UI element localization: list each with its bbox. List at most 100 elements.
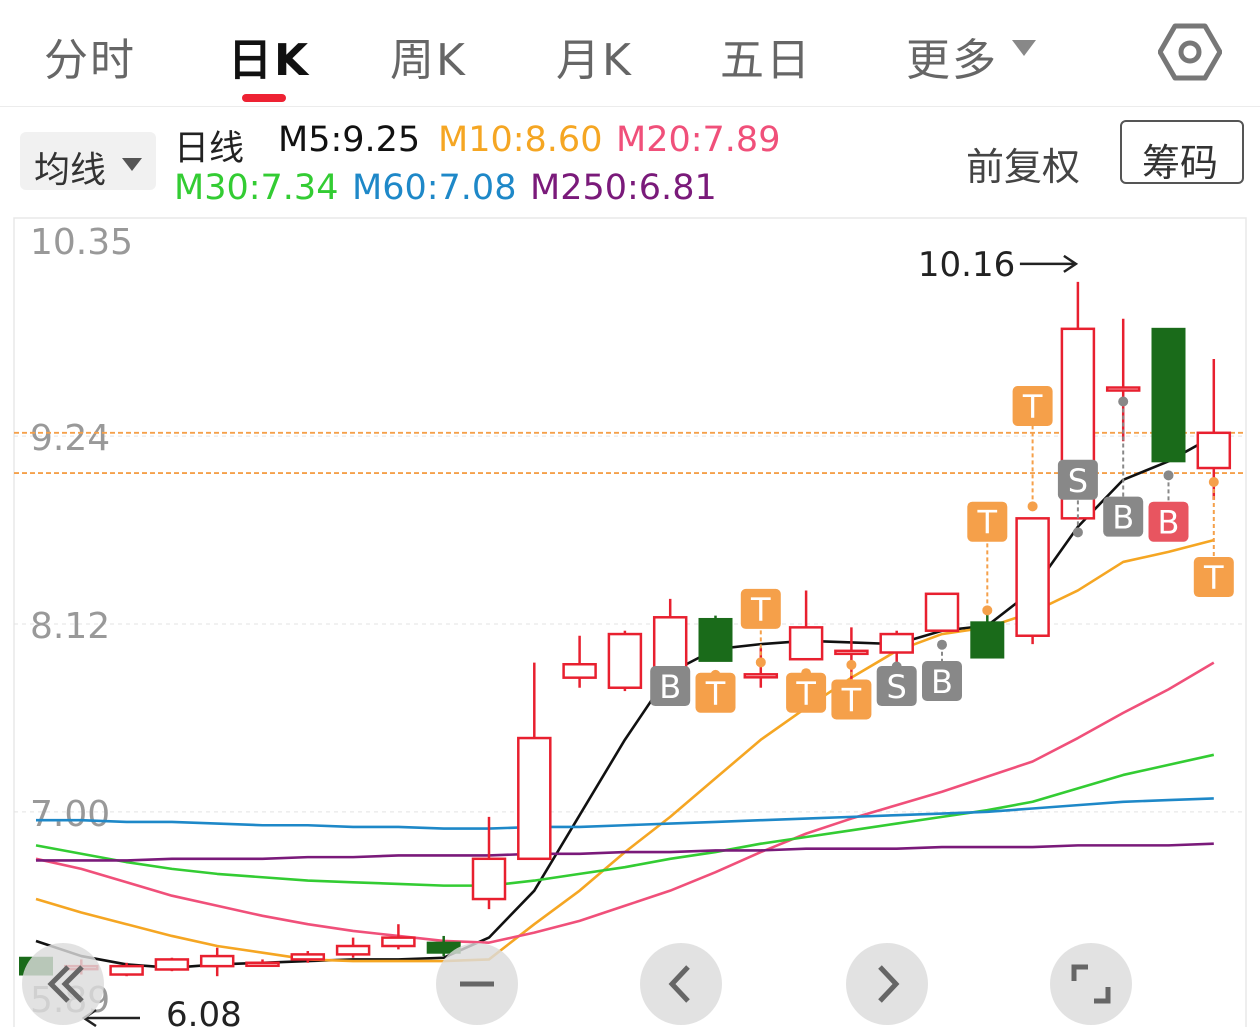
gear-icon[interactable] — [1158, 20, 1222, 84]
minus-icon — [460, 981, 494, 987]
signal-badge-t — [967, 501, 1008, 542]
period-label: 日线 — [174, 129, 245, 169]
signal-dot — [1163, 470, 1174, 481]
signal-dot — [755, 657, 766, 668]
ma-line-m60 — [36, 797, 1214, 830]
signal-badge-t — [740, 588, 781, 629]
ma-type-label: 均线 — [34, 150, 107, 191]
caret-down-icon — [122, 158, 142, 171]
tab-monthly-k[interactable]: 月K — [556, 35, 633, 86]
candle-body — [199, 954, 235, 968]
fullscreen-icon — [1071, 964, 1111, 1004]
signal-badge-b — [650, 666, 691, 707]
candle-body — [1196, 431, 1232, 470]
signal-label: T — [841, 681, 862, 719]
candle-body — [698, 617, 733, 662]
tab-weekly-k[interactable]: 周K — [390, 35, 467, 86]
signal-label: S — [887, 668, 907, 706]
candle-body — [743, 673, 779, 679]
signal-label: T — [795, 675, 816, 713]
candle-body — [652, 616, 688, 669]
ma-line-m20 — [35, 661, 1215, 944]
ma-line-m30 — [35, 753, 1215, 887]
candle-body — [245, 961, 280, 968]
ma30-value: M30:7.34 — [174, 168, 339, 208]
chart-frame — [13, 217, 1247, 1027]
signal-label: B — [1112, 499, 1134, 537]
chevron-down-icon — [1012, 40, 1036, 56]
candle-body — [607, 632, 643, 689]
step-left-button[interactable] — [640, 943, 722, 1025]
y-tick-label: 7.00 — [30, 794, 110, 835]
chips-button-label: 筹码 — [1142, 141, 1219, 185]
signal-label: T — [750, 591, 771, 629]
ma60-value: M60:7.08 — [352, 168, 517, 208]
signal-badge-b — [1148, 501, 1189, 542]
candle-body — [1151, 327, 1186, 463]
step-right-button[interactable] — [846, 943, 928, 1025]
chevron-right-icon — [878, 965, 900, 1003]
signal-label: S — [1068, 462, 1088, 500]
signal-label: B — [1158, 504, 1180, 542]
tab-daily-k[interactable]: 日K — [228, 35, 311, 86]
candle-body — [381, 936, 416, 948]
signal-badge-t — [695, 672, 736, 713]
candle-body — [1105, 386, 1141, 392]
candle-body — [970, 621, 1005, 659]
candle-body — [290, 953, 326, 961]
tab-intraday[interactable]: 分时 — [44, 35, 136, 86]
y-tick-label: 9.24 — [30, 418, 110, 459]
signal-badge-t — [1193, 557, 1234, 598]
high-price-label: 10.16 — [918, 245, 1015, 285]
ma-line-m250 — [36, 842, 1214, 862]
candle-body — [109, 964, 144, 976]
zoom-out-button[interactable] — [436, 943, 518, 1025]
signal-badge-t — [1012, 385, 1053, 426]
low-price-label: 6.08 — [166, 995, 242, 1027]
signal-label: B — [659, 668, 681, 706]
arrow-right-icon — [1063, 254, 1079, 273]
signal-badge-t — [831, 679, 872, 720]
active-tab-indicator — [242, 94, 286, 102]
ma-type-dropdown[interactable]: 均线 — [20, 132, 156, 191]
signal-label: T — [977, 504, 998, 542]
signal-label: T — [705, 675, 726, 713]
signal-label: T — [1203, 559, 1224, 597]
signal-dot — [937, 639, 947, 650]
candle-body — [517, 736, 552, 861]
signal-dot — [846, 659, 857, 670]
fullscreen-button[interactable] — [1050, 943, 1132, 1025]
ma-line-m5 — [35, 435, 1215, 970]
signal-badge-s — [1057, 459, 1098, 500]
chips-button[interactable]: 筹码 — [1120, 120, 1244, 185]
ma20-value: M20:7.89 — [616, 120, 781, 160]
candle-body — [335, 944, 371, 956]
chevron-left-icon — [668, 965, 690, 1003]
scroll-start-button[interactable] — [22, 943, 104, 1025]
candle-body — [788, 626, 824, 661]
ma10-value: M10:8.60 — [438, 120, 603, 160]
signal-dot — [1208, 477, 1219, 488]
tab-five-day[interactable]: 五日 — [720, 35, 812, 86]
signal-badge-b — [922, 661, 962, 702]
ma250-value: M250:6.81 — [530, 168, 717, 208]
signal-dot — [982, 605, 993, 616]
tab-more[interactable]: 更多 — [906, 35, 998, 86]
signal-label: B — [931, 663, 953, 701]
y-tick-label: 8.12 — [30, 606, 110, 647]
kline-chart[interactable]: 10.359.248.127.005.89BTTTTSBTTSBBT10.166… — [0, 210, 1260, 1027]
signal-label: T — [1022, 388, 1043, 426]
candle-body — [471, 857, 507, 901]
y-tick-label: 10.35 — [30, 222, 133, 263]
candle-body — [1015, 517, 1050, 637]
signal-dot — [1027, 501, 1038, 512]
signal-dot — [1118, 396, 1129, 407]
adjust-mode-button[interactable]: 前复权 — [966, 145, 1081, 189]
signal-badge-s — [876, 666, 917, 707]
signal-dot — [1072, 527, 1083, 538]
signal-badge-b — [1103, 496, 1144, 537]
candle-body — [879, 632, 914, 654]
candle-body — [562, 663, 597, 679]
candle-body — [834, 649, 869, 656]
candle-body — [924, 592, 960, 632]
